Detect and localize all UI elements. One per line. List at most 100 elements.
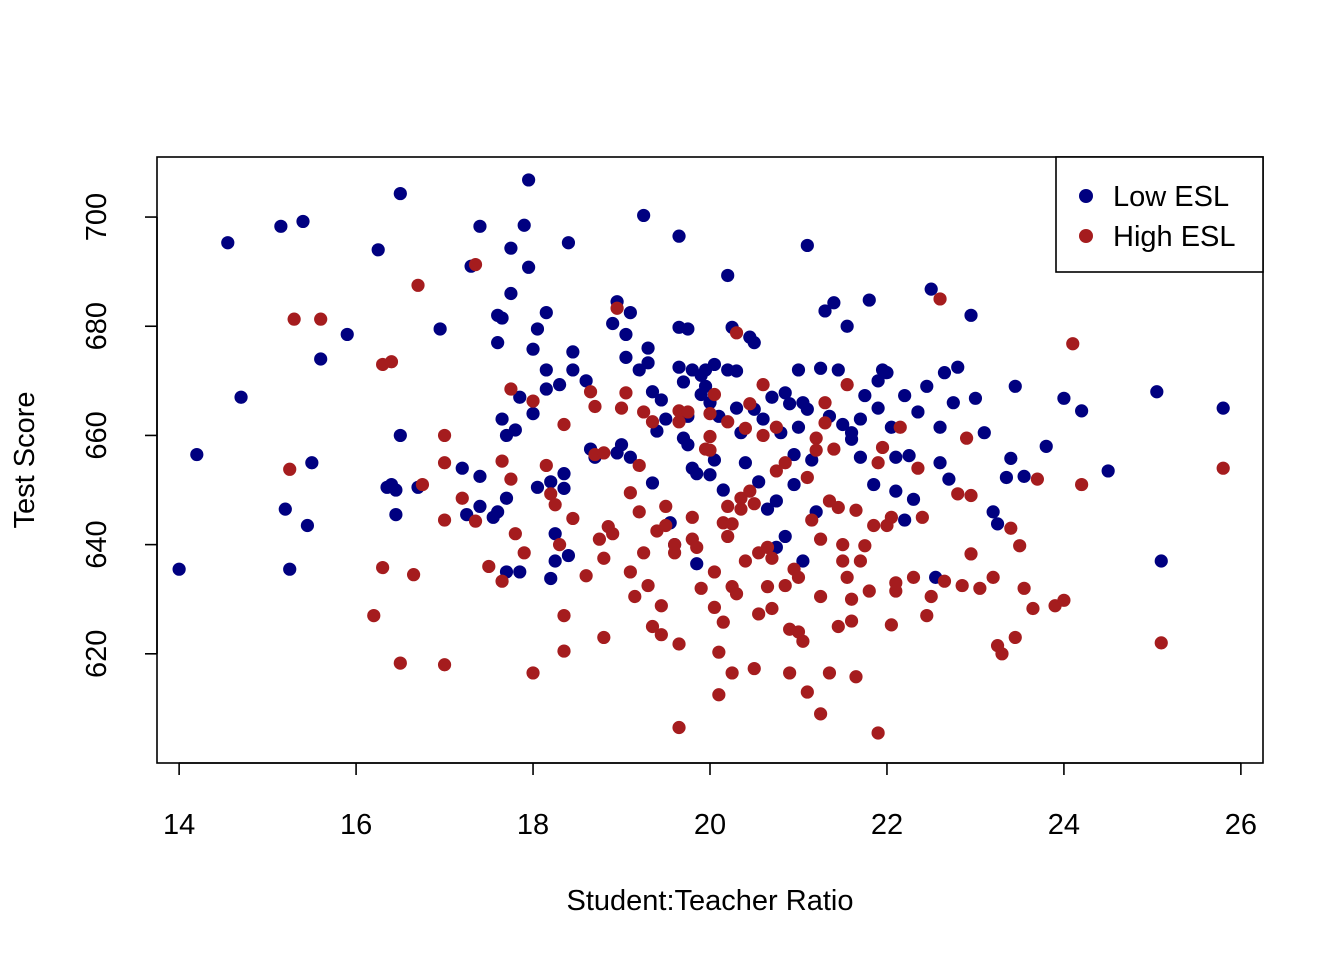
data-point [583,385,598,399]
data-point [610,301,624,315]
data-point [721,529,735,544]
data-point [1216,401,1230,415]
data-point [800,685,814,699]
data-point [703,429,717,444]
data-point [729,587,744,601]
data-point [455,491,469,505]
x-tick-label: 26 [1225,809,1257,841]
data-point [951,360,965,374]
data-point [898,388,912,403]
data-point [955,578,969,593]
data-point [964,547,978,561]
data-point [884,618,898,632]
data-point [645,385,660,399]
data-point [637,546,651,560]
data-point [1057,593,1071,607]
data-point [190,447,204,462]
data-point [681,438,695,452]
data-point [986,505,1000,519]
data-point [566,363,580,377]
data-point [659,499,673,514]
data-point [672,637,686,651]
data-point [858,388,872,403]
series-1 [283,257,1230,740]
data-point [672,720,686,735]
data-point [672,360,686,374]
data-point [844,432,859,446]
data-point [760,580,775,594]
data-point [367,608,381,623]
data-point [632,363,646,377]
data-point [495,311,509,325]
data-point [853,450,868,464]
data-point [526,406,540,421]
data-point [1216,461,1230,475]
data-point [557,608,571,623]
data-point [871,726,885,740]
data-point [990,517,1005,531]
data-point [734,491,748,505]
data-point [707,453,722,467]
data-point [221,236,235,250]
data-point [769,494,783,508]
data-point [729,364,744,378]
y-tick-label: 660 [81,411,113,459]
data-point [867,477,881,492]
data-point [557,481,571,495]
data-point [818,304,832,318]
data-point [468,257,483,272]
data-point [760,540,775,554]
data-point [765,601,779,616]
data-point [783,666,797,680]
data-point [548,554,562,568]
data-point [747,497,761,511]
data-point [437,456,452,470]
data-point [681,405,695,419]
data-point [530,322,545,336]
data-point [437,513,452,527]
data-point [1075,404,1089,418]
data-point [800,470,814,485]
data-point [889,450,903,464]
data-point [539,458,553,473]
data-point [858,539,872,553]
data-point [654,393,668,407]
data-point [1057,391,1071,405]
data-point [606,316,620,331]
data-point [340,327,354,342]
data-point [729,326,744,340]
data-point [712,688,726,702]
data-point [862,293,876,307]
data-point [473,469,487,483]
data-point [920,379,934,393]
data-point [1017,469,1031,483]
data-point [371,243,385,257]
legend-marker-low-esl [1079,189,1093,203]
data-point [844,614,859,628]
data-point [566,345,580,359]
data-point [681,322,695,336]
data-point [778,529,792,544]
data-point [690,467,704,481]
data-point [517,546,531,560]
data-point [526,666,540,680]
series-0 [172,173,1230,586]
data-point [849,670,863,684]
data-point [986,570,1000,584]
data-point [853,554,868,568]
data-point [818,416,832,430]
data-point [1101,464,1115,478]
data-point [716,615,730,629]
data-point [597,446,611,460]
data-point [889,484,903,498]
data-point [539,382,553,396]
data-point [951,487,965,501]
data-point [791,420,806,434]
data-point [756,428,770,443]
data-point [1008,630,1022,645]
data-point [314,352,328,366]
data-point [645,415,660,429]
data-point [756,378,770,392]
data-point [707,600,722,615]
data-point [561,236,576,250]
